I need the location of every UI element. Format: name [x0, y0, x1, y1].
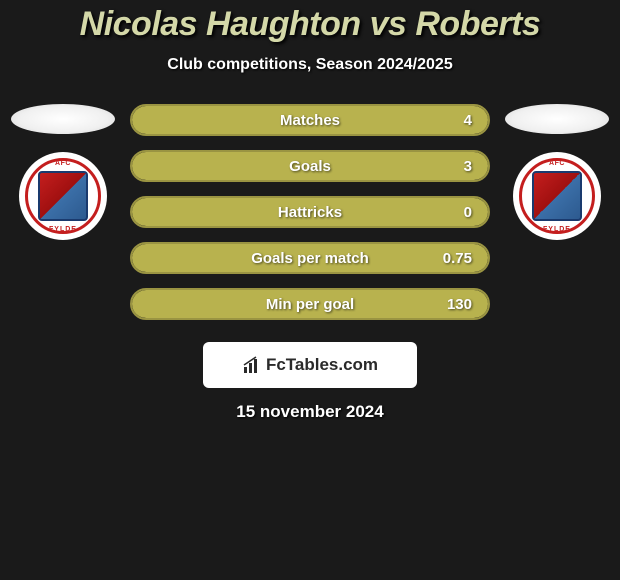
- stat-bar: Goals 3: [130, 150, 490, 182]
- stat-bar: Hattricks 0: [130, 196, 490, 228]
- left-badge: AFC FYLDE: [19, 152, 107, 240]
- page-title: Nicolas Haughton vs Roberts: [0, 5, 620, 44]
- stat-value-right: 0.75: [443, 250, 472, 267]
- badge-shield-icon: [38, 171, 88, 221]
- left-ellipse: [11, 104, 115, 134]
- stat-label: Matches: [280, 112, 340, 129]
- right-column: AFC FYLDE: [502, 104, 612, 240]
- badge-ring-icon: AFC FYLDE: [519, 158, 595, 234]
- logo-box: FcTables.com: [203, 342, 417, 388]
- stat-bar: Goals per match 0.75: [130, 242, 490, 274]
- stat-bar: Matches 4: [130, 104, 490, 136]
- stat-label: Min per goal: [266, 296, 354, 313]
- badge-shield-icon: [532, 171, 582, 221]
- logo-text: FcTables.com: [266, 355, 378, 375]
- badge-top-text: AFC: [549, 160, 565, 167]
- stat-label: Goals: [289, 158, 331, 175]
- badge-ring-icon: AFC FYLDE: [25, 158, 101, 234]
- stat-label: Hattricks: [278, 204, 342, 221]
- stats-column: Matches 4 Goals 3 Hattricks 0 Goals per match 0…: [118, 104, 502, 334]
- badge-bottom-text: FYLDE: [49, 226, 77, 233]
- stat-bar: Min per goal 130: [130, 288, 490, 320]
- date-text: 15 november 2024: [0, 402, 620, 422]
- stat-value-right: 3: [464, 158, 472, 175]
- stat-value-right: 0: [464, 204, 472, 221]
- content-row: AFC FYLDE Matches 4 Goals 3 Hattricks 0 Goals …: [0, 104, 620, 334]
- right-ellipse: [505, 104, 609, 134]
- left-column: AFC FYLDE: [8, 104, 118, 240]
- logo-inner: FcTables.com: [242, 355, 378, 375]
- subtitle: Club competitions, Season 2024/2025: [0, 56, 620, 74]
- right-badge: AFC FYLDE: [513, 152, 601, 240]
- main-container: Nicolas Haughton vs Roberts Club competi…: [0, 0, 620, 422]
- stat-value-right: 4: [464, 112, 472, 129]
- chart-icon: [242, 355, 262, 375]
- badge-top-text: AFC: [55, 160, 71, 167]
- stat-value-right: 130: [447, 296, 472, 313]
- stat-label: Goals per match: [251, 250, 369, 267]
- badge-bottom-text: FYLDE: [543, 226, 571, 233]
